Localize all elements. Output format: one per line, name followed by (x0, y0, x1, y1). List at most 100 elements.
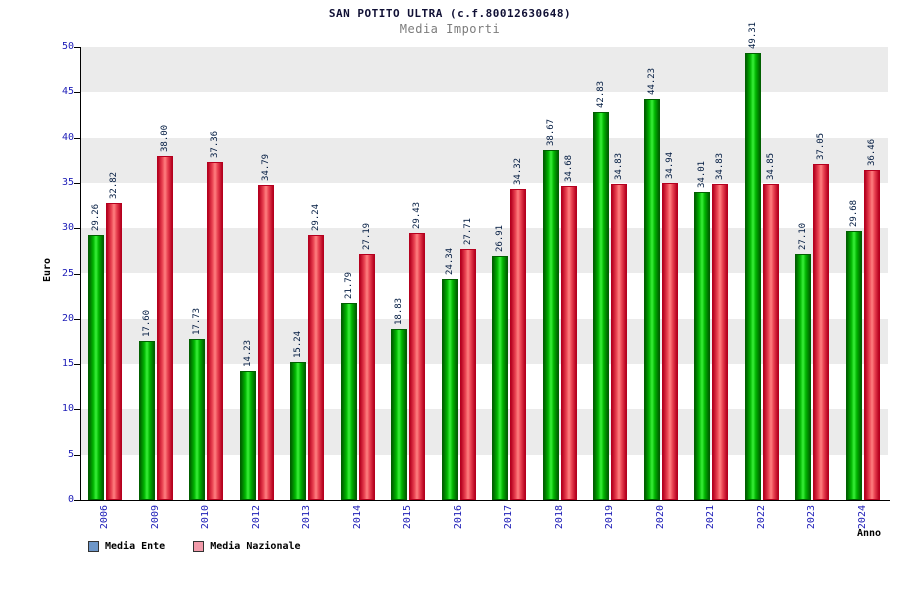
x-tick-label: 2015 (402, 505, 414, 530)
bar-value-label: 29.43 (412, 202, 423, 230)
x-tick-label: 2020 (654, 505, 666, 530)
legend-item-media-nazionale: Media Nazionale (193, 541, 301, 552)
bar-value-label: 34.32 (513, 157, 524, 186)
y-tick-label: 0 (67, 494, 74, 505)
bar-media-nazionale (661, 183, 678, 500)
bar-media-nazionale (762, 184, 779, 500)
y-tick (74, 500, 80, 501)
x-tick-label: 2018 (553, 505, 565, 530)
y-tick-label: 10 (61, 403, 74, 415)
bar-media-nazionale (308, 235, 325, 500)
bar-value-label: 38.67 (545, 118, 556, 146)
x-tick-label: 2016 (452, 505, 464, 530)
y-tick (74, 47, 80, 48)
x-tick-label: 2013 (301, 505, 313, 530)
bar-value-label: 44.23 (646, 68, 657, 96)
x-tick-label: 2022 (755, 505, 767, 530)
y-axis-line (80, 47, 81, 501)
bar-value-label: 27.71 (462, 217, 473, 245)
legend-swatch-media-ente-icon (88, 541, 99, 552)
plot-band (80, 92, 888, 138)
bar-media-nazionale (257, 184, 274, 500)
bar-value-label: 37.05 (816, 133, 827, 161)
y-tick (74, 318, 80, 320)
bar-media-ente (441, 279, 458, 500)
bar-value-label: 34.94 (664, 152, 675, 180)
bar-value-label: 17.60 (141, 309, 152, 337)
x-tick-label: 2010 (200, 505, 212, 530)
bar-media-nazionale (156, 155, 173, 500)
chart-title: SAN POTITO ULTRA (c.f.80012630648) (328, 7, 572, 20)
bar-media-ente (643, 99, 660, 500)
bar-value-label: 32.82 (109, 171, 120, 199)
plot-area: 29.26 32.82 17.60 38.00 17.73 37.36 14.23 34.79… (80, 22, 888, 500)
y-tick-label: 15 (61, 358, 74, 370)
bar-value-label: 36.46 (866, 138, 877, 166)
x-tick-label: 2019 (604, 505, 616, 530)
bar-media-ente (795, 254, 812, 500)
y-tick-label: 45 (61, 86, 74, 98)
bar-media-ente (391, 329, 408, 500)
y-tick (74, 273, 80, 275)
bar-value-label: 34.83 (614, 153, 625, 181)
bar-value-label: 34.01 (697, 160, 708, 188)
bar-media-nazionale (409, 233, 426, 500)
bar-media-nazionale (459, 248, 476, 500)
bar-media-nazionale (358, 253, 375, 500)
bar-media-nazionale (611, 184, 628, 500)
legend: Media Ente Media Nazionale (88, 541, 301, 552)
bar-media-ente (694, 191, 711, 500)
y-tick-label: 30 (61, 222, 74, 234)
bar-value-label: 27.19 (361, 222, 372, 250)
y-tick (74, 137, 80, 139)
bar-value-label: 49.31 (747, 22, 758, 50)
bar-value-label: 29.26 (91, 203, 102, 231)
bar-value-label: 34.85 (765, 153, 776, 181)
bar-value-label: 34.68 (563, 154, 574, 182)
bar-media-ente (239, 371, 256, 500)
bar-value-label: 42.83 (596, 80, 607, 108)
x-tick-label: 2006 (99, 505, 111, 530)
bar-media-ente (88, 234, 105, 500)
legend-item-media-ente: Media Ente (88, 541, 165, 552)
y-tick-label: 35 (61, 176, 74, 188)
y-tick (74, 364, 80, 366)
bar-value-label: 29.68 (848, 200, 859, 228)
bar-media-nazionale (863, 169, 880, 500)
y-tick (74, 454, 80, 456)
bar-media-ente (845, 231, 862, 500)
bar-value-label: 26.91 (495, 225, 506, 253)
legend-swatch-media-nazionale-icon (193, 541, 205, 552)
y-tick (74, 228, 80, 230)
bar-media-nazionale (813, 164, 830, 500)
bar-value-label: 24.34 (444, 248, 455, 276)
bar-value-label: 18.83 (394, 298, 405, 326)
bar-media-ente (542, 149, 559, 500)
y-tick (74, 182, 80, 184)
bar-media-ente (492, 256, 509, 500)
x-tick-label: 2012 (250, 505, 262, 530)
x-tick-label: 2014 (351, 505, 363, 530)
bar-value-label: 29.24 (311, 203, 322, 232)
bar-value-label: 37.36 (210, 130, 221, 158)
legend-label-media-nazionale: Media Nazionale (210, 541, 301, 552)
y-tick-label: 50 (61, 41, 74, 52)
y-tick-label: 20 (61, 312, 74, 324)
x-axis-line (80, 500, 890, 501)
chart-subtitle: Media Importi (399, 22, 501, 36)
bar-media-nazionale (207, 161, 224, 500)
bar-media-ente (593, 111, 610, 500)
bar-value-label: 21.79 (343, 271, 354, 299)
x-tick-label: 2021 (705, 505, 717, 530)
y-tick-label: 25 (61, 267, 74, 279)
bar-value-label: 14.23 (242, 339, 253, 368)
bar-media-ente (189, 339, 206, 500)
bar-media-nazionale (510, 189, 527, 500)
y-tick (74, 92, 80, 94)
bar-value-label: 38.00 (159, 124, 170, 152)
x-tick-label: 2009 (149, 505, 161, 530)
bar-media-ente (340, 302, 357, 500)
y-tick-label: 40 (61, 131, 74, 143)
plot-band (80, 47, 888, 93)
